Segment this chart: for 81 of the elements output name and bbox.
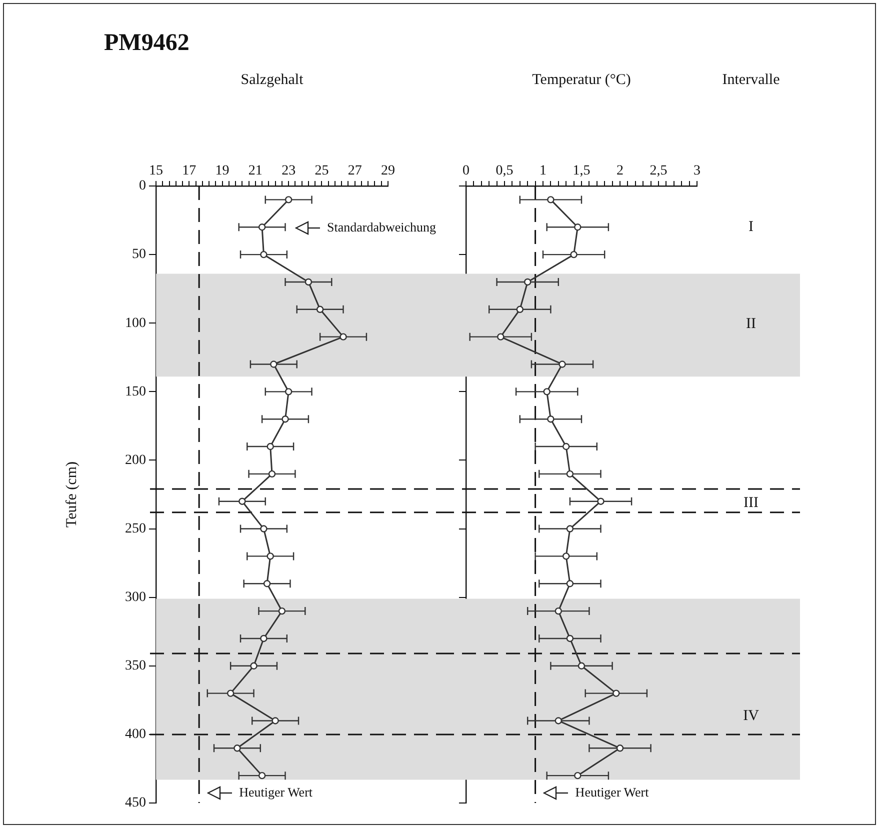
point <box>238 498 246 505</box>
point <box>272 717 279 724</box>
point <box>268 470 276 478</box>
point <box>258 772 266 780</box>
point <box>612 690 620 697</box>
y-tick-label: 200 <box>125 452 146 468</box>
x-tick-label: 0,5 <box>496 163 514 178</box>
x-tick-label: 1 <box>540 163 546 178</box>
y-tick-label: 150 <box>125 384 146 400</box>
x-tick-label: 2,5 <box>650 163 668 178</box>
x-tick-label: 19 <box>215 163 230 178</box>
point <box>516 306 524 313</box>
text: I <box>748 218 754 235</box>
point <box>226 690 234 697</box>
y-tick-label: 450 <box>125 796 146 811</box>
text: III <box>744 494 758 511</box>
point <box>260 634 268 642</box>
point <box>562 552 570 560</box>
x-tick-label: 25 <box>314 163 329 178</box>
x-axis-title: Temperatur (°C) <box>532 72 631 88</box>
point <box>260 250 268 258</box>
text: II <box>746 316 756 332</box>
point <box>562 442 570 450</box>
point <box>554 607 562 615</box>
x-tick-label: 2 <box>616 163 624 178</box>
y-axis-title: Teufe (cm) <box>64 462 80 528</box>
point <box>316 306 324 313</box>
x-tick-label: 27 <box>348 163 362 178</box>
point <box>340 333 347 340</box>
y-tick-label: 350 <box>125 658 146 674</box>
point <box>304 278 312 286</box>
text: IV <box>743 708 760 724</box>
point <box>547 415 554 423</box>
x-tick-label: 1,5 <box>572 163 590 178</box>
point <box>266 552 274 560</box>
y-tick-label: 100 <box>125 316 146 331</box>
point <box>578 662 586 670</box>
y-tick-label: 250 <box>125 521 146 536</box>
point <box>566 525 574 532</box>
point <box>278 607 286 615</box>
x-tick-label: 29 <box>381 163 395 178</box>
x-tick-label: 3 <box>694 163 700 178</box>
text: Intervalle <box>722 72 780 88</box>
y-tick-label: 0 <box>139 178 146 194</box>
point <box>260 525 268 532</box>
x-tick-label: 21 <box>248 163 262 178</box>
point <box>284 388 292 396</box>
point <box>250 662 258 670</box>
point <box>284 196 292 204</box>
point <box>282 415 289 423</box>
point <box>234 744 241 752</box>
ref-line-label: Heutiger Wert <box>239 784 313 800</box>
point <box>566 634 574 642</box>
annotation: Standardabweichung <box>327 219 437 234</box>
point <box>547 196 554 204</box>
x-tick-label: 17 <box>182 163 196 178</box>
point <box>566 470 574 478</box>
point <box>597 498 604 505</box>
point <box>524 278 532 286</box>
point <box>566 580 574 588</box>
point <box>574 224 582 231</box>
ref-line-label: Heutiger Wert <box>575 784 650 800</box>
point <box>263 580 271 588</box>
point <box>558 360 566 368</box>
point <box>258 224 266 231</box>
y-tick-label: 400 <box>125 727 146 742</box>
point <box>497 333 504 340</box>
x-tick-label: 15 <box>149 163 163 178</box>
point <box>543 388 550 396</box>
point <box>266 442 274 450</box>
point <box>554 717 562 724</box>
point <box>570 250 578 258</box>
y-tick-label: 300 <box>125 590 146 606</box>
x-tick-label: 0 <box>462 163 470 178</box>
point <box>270 360 278 368</box>
point <box>616 744 624 752</box>
point <box>574 772 582 780</box>
chart-title: PM9462 <box>104 30 190 56</box>
y-tick-label: 50 <box>132 247 146 262</box>
x-tick-label: 23 <box>282 163 296 178</box>
x-axis-title: Salzgehalt <box>240 72 304 88</box>
